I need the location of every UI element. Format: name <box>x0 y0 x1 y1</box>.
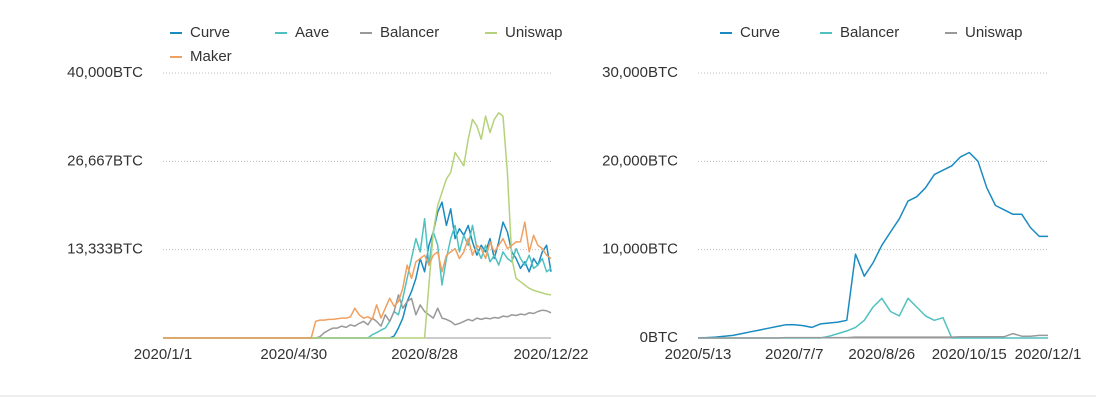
y-tick-label: 20,000BTC <box>602 152 678 169</box>
series-line <box>163 218 552 339</box>
legend-label: Balancer <box>380 24 439 41</box>
x-tick-label: 2020/10/15 <box>932 346 1007 363</box>
x-tick-label: 2020/5/13 <box>665 346 732 363</box>
legend-label: Curve <box>190 24 230 41</box>
series-line <box>698 332 1048 339</box>
series-line <box>163 221 552 339</box>
x-tick-label: 2020/7/7 <box>765 346 823 363</box>
legend-label: Curve <box>740 24 780 41</box>
x-tick-label: 2020/8/26 <box>848 346 915 363</box>
legend-label: Uniswap <box>965 24 1023 41</box>
legend-label: Maker <box>190 48 232 65</box>
legend-label: Balancer <box>840 24 899 41</box>
y-tick-label: 40,000BTC <box>67 64 143 81</box>
y-tick-label: 10,000BTC <box>602 241 678 258</box>
series-line <box>163 112 552 339</box>
series-line <box>697 151 1048 339</box>
x-tick-label: 2020/12/1 <box>1015 346 1082 363</box>
series-line <box>163 294 552 339</box>
y-tick-label: 26,667BTC <box>67 152 143 169</box>
x-tick-label: 2020/4/30 <box>260 346 327 363</box>
y-tick-label: 13,333BTC <box>67 241 143 258</box>
legend-label: Uniswap <box>505 24 563 41</box>
y-tick-label: 30,000BTC <box>602 64 678 81</box>
legend-label: Aave <box>295 24 329 41</box>
x-tick-label: 2020/8/28 <box>391 346 458 363</box>
x-tick-label: 2020/12/22 <box>513 346 588 363</box>
y-tick-label: 0BTC <box>640 329 679 346</box>
x-tick-label: 2020/1/1 <box>134 346 192 363</box>
